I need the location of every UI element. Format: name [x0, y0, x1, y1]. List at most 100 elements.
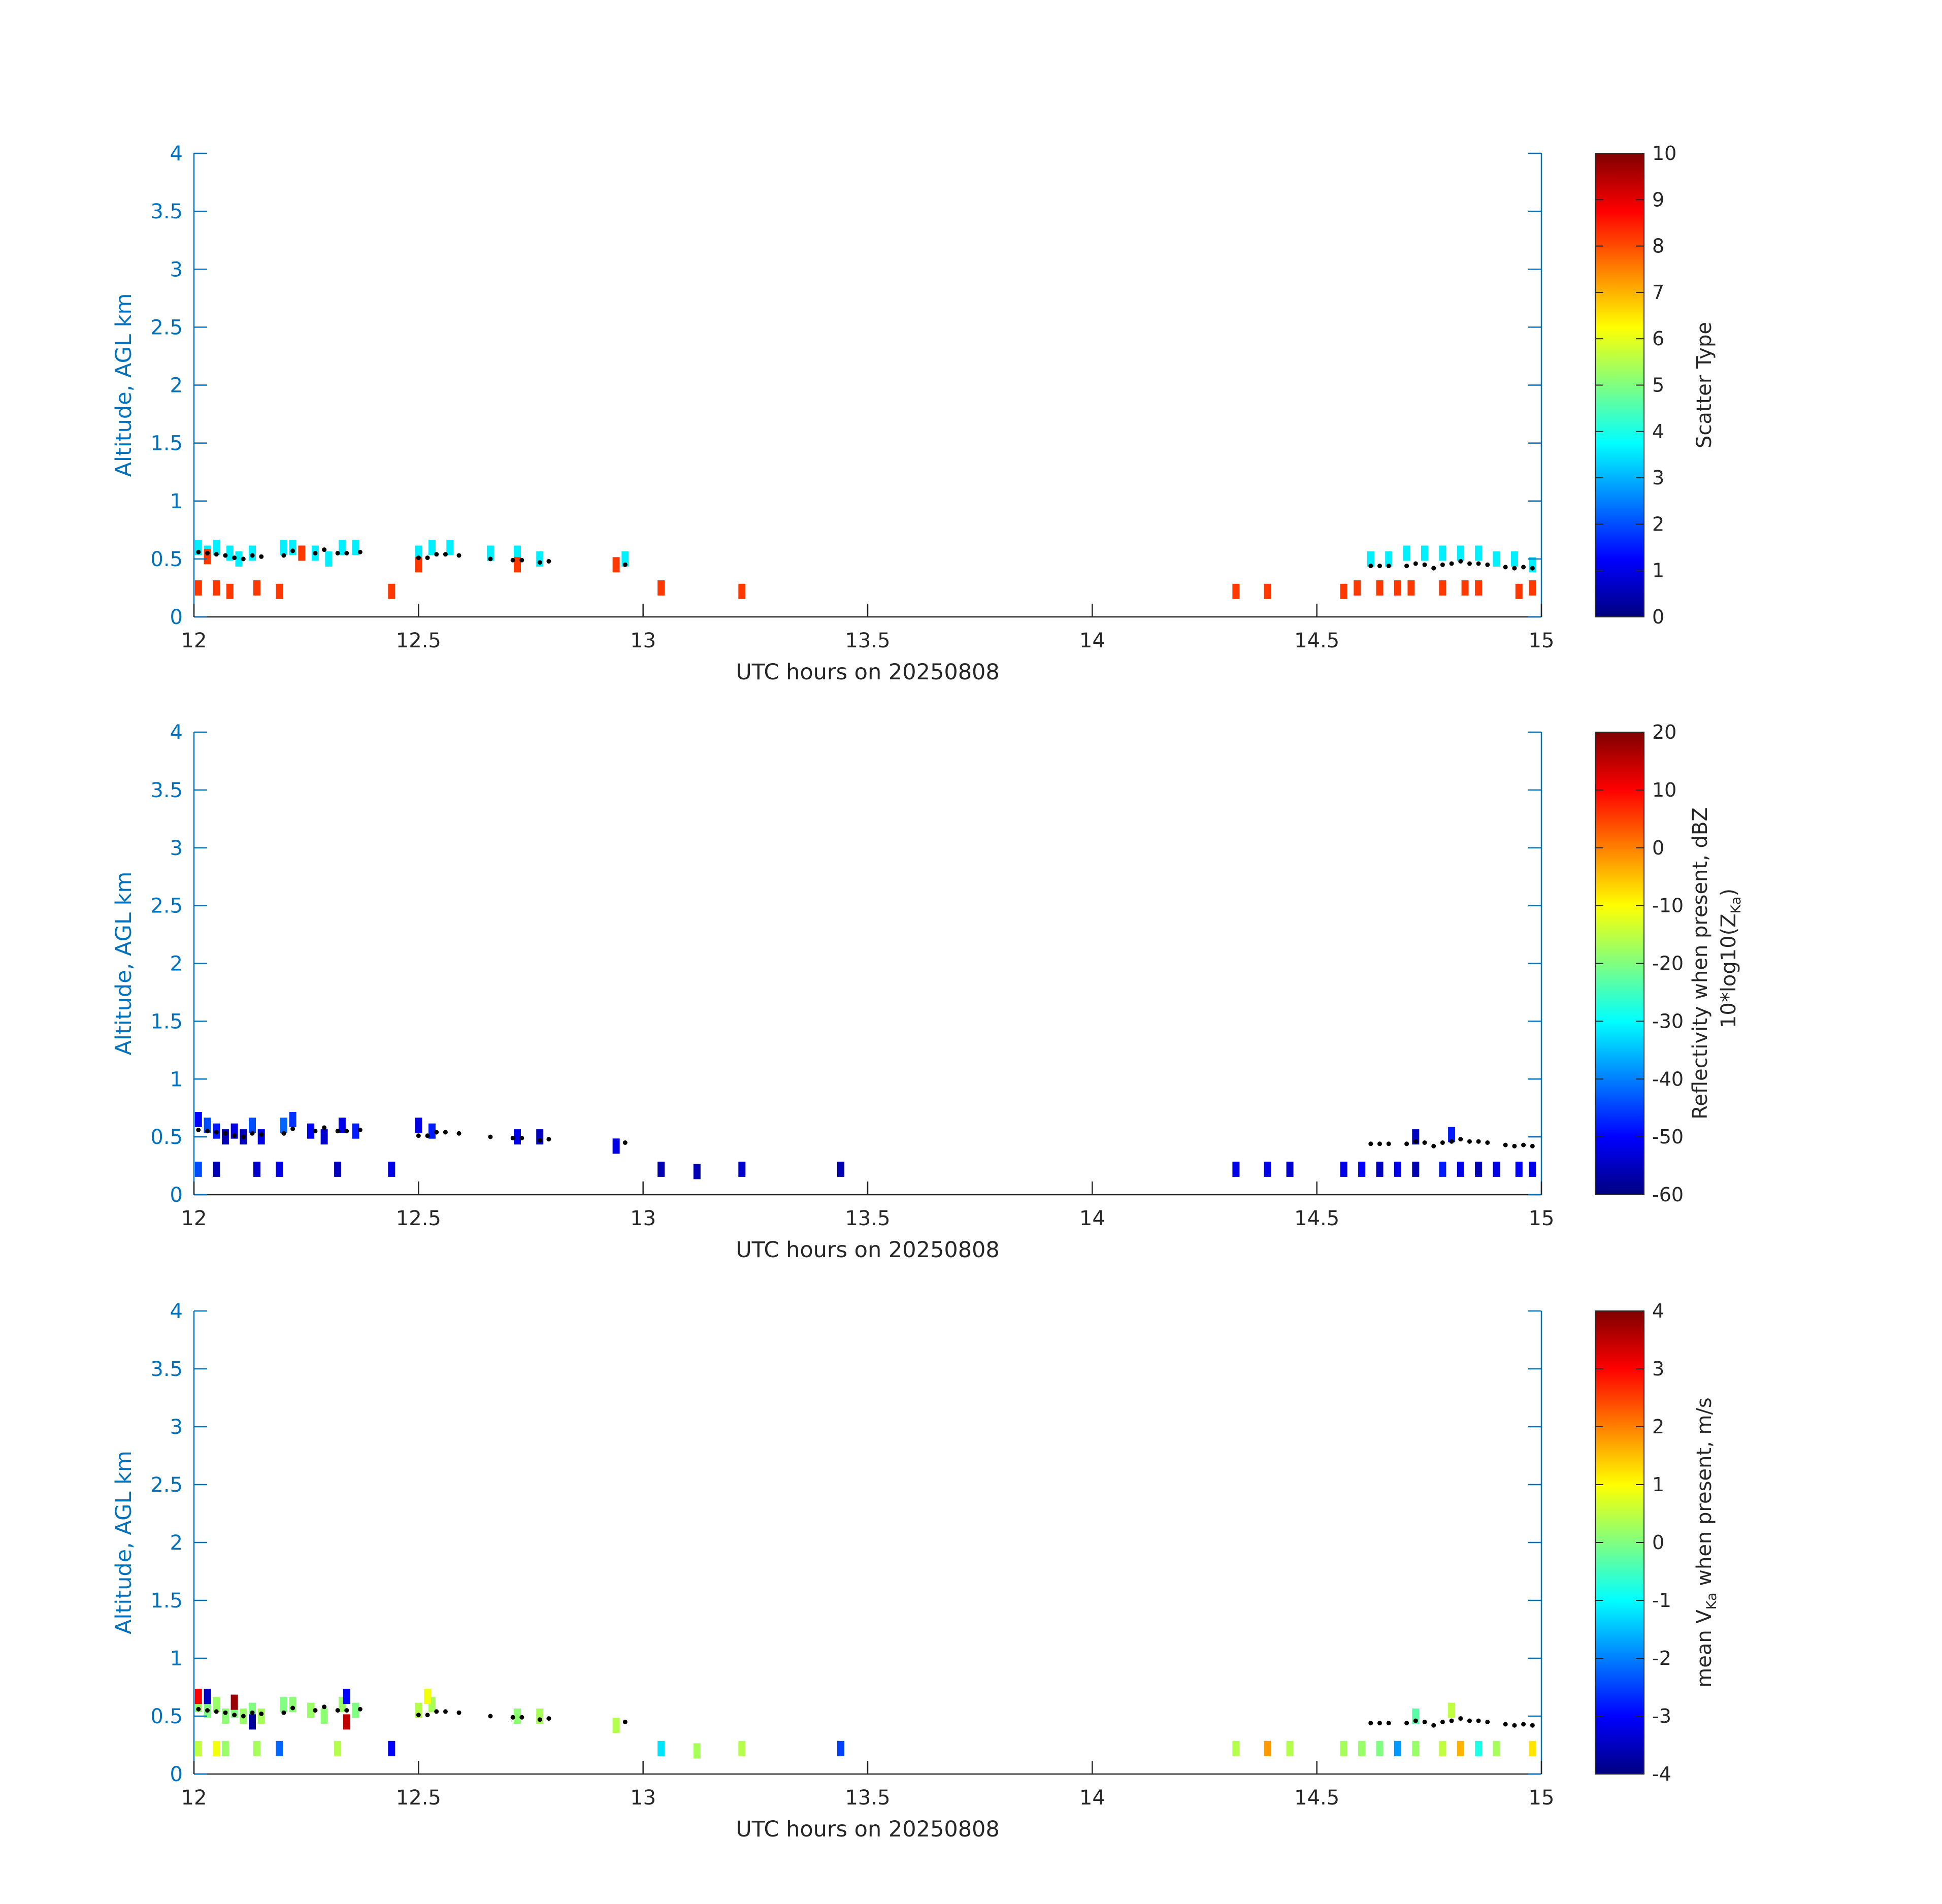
- data-cell: [1264, 583, 1271, 599]
- data-cell: [1515, 1161, 1523, 1177]
- cloud-base-dot: [322, 1125, 327, 1130]
- data-cell: [1461, 580, 1469, 596]
- y-tick-label: 4: [170, 721, 183, 744]
- data-cell: [388, 583, 396, 599]
- colorbar-tick-label: 8: [1652, 235, 1664, 257]
- colorbar-tick-label: 2: [1652, 1416, 1664, 1438]
- cloud-base-dot: [322, 1704, 327, 1710]
- cloud-base-dot: [1476, 1139, 1481, 1144]
- cloud-base-dot: [357, 1706, 363, 1712]
- cloud-base-dot: [290, 1705, 295, 1711]
- y-tick-label: 1.5: [150, 432, 183, 455]
- data-cell: [657, 1741, 665, 1756]
- data-cell: [446, 540, 454, 555]
- cloud-base-dot: [1440, 562, 1445, 567]
- data-cell: [280, 540, 287, 555]
- data-cell: [1358, 1741, 1366, 1756]
- colorbar-tick-label: 0: [1652, 837, 1664, 859]
- cloud-base-dot: [1449, 561, 1454, 566]
- cloud-base-dot: [443, 1130, 448, 1135]
- cloud-base-dot: [622, 562, 628, 567]
- colorbar-label-end: when present, m/s: [1693, 1397, 1716, 1592]
- data-cell: [1439, 580, 1446, 596]
- x-axis-label: UTC hours on 20250808: [736, 1237, 1000, 1263]
- y-tick-label: 0: [170, 1184, 183, 1207]
- colorbar-tick-label: 1: [1652, 560, 1664, 582]
- cloud-base-dot: [1431, 1143, 1436, 1148]
- x-tick-label: 14: [1079, 1786, 1105, 1810]
- data-cell: [257, 1709, 265, 1724]
- cloud-base-dot: [510, 1715, 515, 1720]
- data-cell: [1367, 551, 1374, 567]
- data-cell: [213, 580, 220, 596]
- data-cell: [1340, 1161, 1347, 1177]
- y-tick-label: 0.5: [150, 548, 183, 571]
- cloud-base-dot: [1485, 1140, 1490, 1145]
- cloud-base-dot: [1404, 1721, 1409, 1726]
- cloud-base-dot: [1521, 1142, 1526, 1147]
- y-tick-label: 1.5: [150, 1010, 183, 1033]
- cloud-base-dot: [1503, 565, 1508, 570]
- colorbar-label-line2-end: ): [1717, 889, 1740, 897]
- data-cell: [612, 1718, 620, 1733]
- cloud-base-dot: [1422, 1719, 1427, 1724]
- y-tick-label: 2: [170, 953, 183, 976]
- cloud-base-dot: [443, 1709, 448, 1714]
- data-cell: [276, 583, 283, 599]
- cloud-base-dot: [1368, 564, 1373, 569]
- cloud-base-dot: [344, 1129, 349, 1134]
- y-tick-label: 3: [170, 1416, 183, 1439]
- cloud-base-dot: [335, 551, 340, 555]
- cloud-base-dot: [416, 1713, 421, 1718]
- data-cell: [213, 1161, 220, 1177]
- cloud-base-dot: [622, 1140, 628, 1145]
- cloud-base-dot: [196, 549, 201, 554]
- data-cell: [388, 1161, 396, 1177]
- data-cell: [1457, 545, 1464, 561]
- colorbar-tick-label: 4: [1652, 1300, 1664, 1322]
- cloud-base-dot: [1458, 559, 1463, 564]
- data-cell: [424, 1689, 431, 1704]
- cloud-base-dot: [214, 1130, 219, 1135]
- colorbar-tick-label: 6: [1652, 327, 1664, 350]
- data-cell: [1376, 580, 1384, 596]
- cloud-base-dot: [546, 559, 551, 564]
- cloud-base-dot: [259, 554, 264, 559]
- data-cell: [514, 545, 521, 561]
- data-cell: [428, 540, 436, 555]
- y-axis-label: Altitude, AGL km: [111, 1451, 137, 1634]
- cloud-base-dot: [1368, 1721, 1373, 1726]
- data-cell: [1493, 551, 1500, 567]
- y-tick-label: 0.5: [150, 1705, 183, 1728]
- data-cell: [226, 583, 234, 599]
- colorbar-label: Scatter Type: [1693, 322, 1716, 448]
- cloud-base-dot: [281, 1710, 286, 1715]
- cloud-base-dot: [196, 1128, 201, 1132]
- cloud-base-dot: [443, 552, 448, 557]
- colorbar-tick-label: -4: [1652, 1763, 1671, 1785]
- data-cell: [1358, 1161, 1366, 1177]
- data-cell: [514, 557, 521, 573]
- cloud-base-dot: [416, 1133, 421, 1138]
- y-tick-label: 1: [170, 490, 183, 513]
- y-tick-label: 0: [170, 1763, 183, 1786]
- data-cell: [213, 540, 220, 555]
- data-cell: [307, 1702, 314, 1718]
- data-cell: [1475, 580, 1483, 596]
- y-axis-label: Altitude, AGL km: [111, 293, 137, 477]
- cloud-base-dot: [313, 1708, 318, 1713]
- x-tick-label: 12.5: [396, 1786, 441, 1810]
- cloud-base-dot: [434, 552, 439, 557]
- y-tick-label: 2.5: [150, 895, 183, 918]
- data-cell: [1515, 583, 1523, 599]
- cloud-base-dot: [250, 1710, 255, 1715]
- y-axis-label: Altitude, AGL km: [111, 872, 137, 1056]
- data-cell: [320, 1129, 328, 1145]
- y-tick-label: 0: [170, 606, 183, 629]
- cloud-base-dot: [259, 1132, 264, 1137]
- data-cell: [249, 1714, 256, 1730]
- colorbar: -60 -50 -40 -30 -20 -10 0 10 20 Reflectivity when…: [1595, 721, 1744, 1206]
- x-tick-label: 13: [630, 1207, 656, 1230]
- data-cell: [343, 1689, 350, 1704]
- cloud-base-dot: [1413, 1718, 1418, 1723]
